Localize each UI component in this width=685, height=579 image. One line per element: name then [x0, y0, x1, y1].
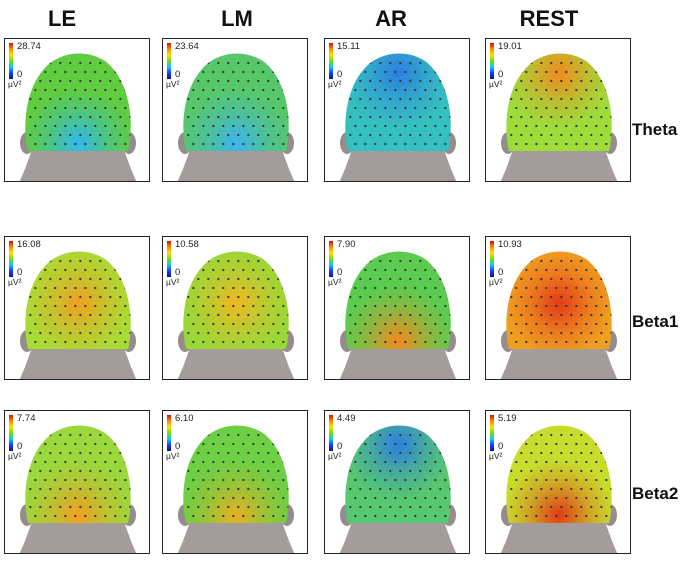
scale-min-value: 0	[175, 441, 181, 452]
topomap-head	[177, 53, 295, 181]
scale-max-value: 16.08	[17, 239, 41, 250]
neck-shape	[177, 345, 295, 379]
topomap-head	[177, 251, 295, 379]
color-scale-bar	[490, 43, 494, 79]
neck-shape	[500, 147, 618, 181]
electrode-dots	[349, 433, 451, 518]
scale-min-value: 0	[175, 267, 181, 278]
topomap-panel: 7.74 0 µV²	[4, 410, 150, 554]
scale-min-value: 0	[498, 441, 504, 452]
topomap-panel: 28.74 0 µV²	[4, 38, 150, 182]
scale-unit: µV²	[328, 451, 342, 461]
scale-unit: µV²	[489, 79, 503, 89]
neck-shape	[177, 519, 295, 553]
topomap-head	[19, 53, 137, 181]
neck-shape	[177, 147, 295, 181]
scale-min-value: 0	[337, 267, 343, 278]
scale-min-value: 0	[337, 441, 343, 452]
row-label-beta2: Beta2	[632, 484, 679, 503]
topomap-head	[500, 425, 618, 553]
neck-shape	[500, 345, 618, 379]
topomap-head	[500, 251, 618, 379]
scale-max-value: 4.49	[337, 413, 356, 424]
scale-min-value: 0	[17, 441, 23, 452]
scale-min-value: 0	[17, 69, 23, 80]
topomap-panel: 19.01 0 µV²	[485, 38, 631, 182]
scale-max-value: 15.11	[337, 41, 361, 52]
topomap-panel: 23.64 0 µV²	[162, 38, 308, 182]
neck-shape	[339, 147, 457, 181]
scale-unit: µV²	[166, 79, 180, 89]
color-scale-bar	[167, 415, 171, 451]
topomap-head	[339, 425, 457, 553]
color-scale-bar	[9, 43, 13, 79]
column-header-rest: REST	[519, 6, 579, 31]
topomap-panel: 7.90 0 µV²	[324, 236, 470, 380]
neck-shape	[19, 345, 137, 379]
column-header-le: LE	[47, 6, 77, 31]
color-scale-bar	[9, 241, 13, 277]
scale-min-value: 0	[337, 69, 343, 80]
electrode-dots	[29, 61, 131, 146]
color-scale-bar	[490, 241, 494, 277]
topomap-panel: 5.19 0 µV²	[485, 410, 631, 554]
scale-unit: µV²	[166, 451, 180, 461]
scale-unit: µV²	[8, 277, 22, 287]
topomap-head	[339, 251, 457, 379]
scale-unit: µV²	[8, 451, 22, 461]
scale-unit: µV²	[166, 277, 180, 287]
color-scale-bar	[9, 415, 13, 451]
column-header-lm: LM	[221, 6, 253, 31]
scale-max-value: 5.19	[498, 413, 517, 424]
scale-max-value: 10.93	[498, 239, 522, 250]
scale-max-value: 28.74	[17, 41, 41, 52]
scale-min-value: 0	[498, 267, 504, 278]
scale-min-value: 0	[175, 69, 181, 80]
scale-max-value: 23.64	[175, 41, 199, 52]
scale-min-value: 0	[17, 267, 23, 278]
topomap-head	[500, 53, 618, 181]
scale-unit: µV²	[8, 79, 22, 89]
scale-max-value: 10.58	[175, 239, 199, 250]
scale-max-value: 6.10	[175, 413, 194, 424]
topomap-panel: 4.49 0 µV²	[324, 410, 470, 554]
scale-unit: µV²	[328, 79, 342, 89]
topomap-panel: 10.93 0 µV²	[485, 236, 631, 380]
neck-shape	[19, 519, 137, 553]
topomap-panel: 15.11 0 µV²	[324, 38, 470, 182]
color-scale-bar	[167, 241, 171, 277]
row-label-beta1: Beta1	[632, 312, 679, 331]
scale-unit: µV²	[489, 451, 503, 461]
topomap-panel: 6.10 0 µV²	[162, 410, 308, 554]
neck-shape	[500, 519, 618, 553]
color-scale-bar	[329, 241, 333, 277]
color-scale-bar	[167, 43, 171, 79]
scale-max-value: 7.74	[17, 413, 36, 424]
row-label-theta: Theta	[632, 120, 678, 139]
topomap-panel: 16.08 0 µV²	[4, 236, 150, 380]
topomap-head	[19, 425, 137, 553]
scale-max-value: 7.90	[337, 239, 356, 250]
neck-shape	[19, 147, 137, 181]
scale-max-value: 19.01	[498, 41, 522, 52]
color-scale-bar	[329, 415, 333, 451]
color-scale-bar	[329, 43, 333, 79]
neck-shape	[339, 345, 457, 379]
scale-unit: µV²	[489, 277, 503, 287]
topomap-head	[339, 53, 457, 181]
electrode-dots	[187, 61, 289, 146]
topomap-panel: 10.58 0 µV²	[162, 236, 308, 380]
topomap-head	[19, 251, 137, 379]
scale-unit: µV²	[328, 277, 342, 287]
scale-min-value: 0	[498, 69, 504, 80]
color-scale-bar	[490, 415, 494, 451]
column-header-ar: AR	[375, 6, 407, 31]
neck-shape	[339, 519, 457, 553]
topomap-head	[177, 425, 295, 553]
